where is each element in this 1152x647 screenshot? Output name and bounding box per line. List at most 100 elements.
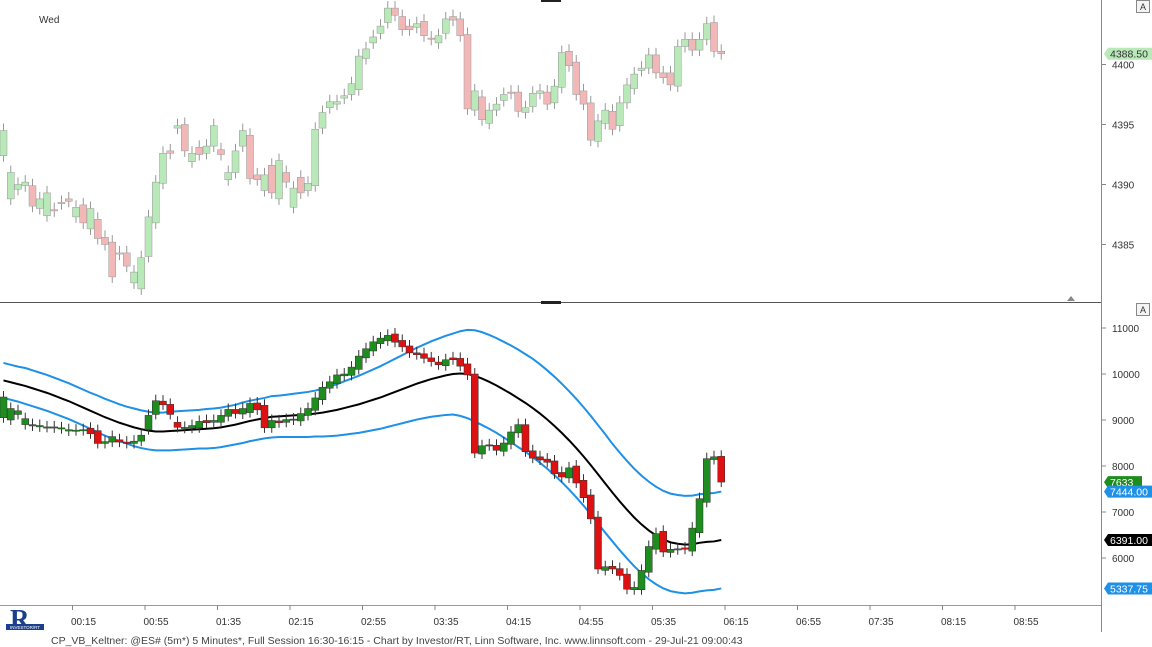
- lower-candle: [623, 568, 631, 595]
- lower-candle-body: [7, 408, 15, 421]
- scroll-indicator-icon[interactable]: [1067, 296, 1075, 301]
- lower-candle-body: [471, 373, 479, 454]
- lower-candle-body: [246, 403, 254, 413]
- lower-candle-body: [608, 566, 617, 570]
- lower-candle-body: [587, 494, 595, 520]
- lower-candle-body: [101, 441, 109, 444]
- lower-candle: [130, 435, 138, 449]
- upper-candle-body: [572, 61, 580, 95]
- upper-pane: [0, 0, 1101, 302]
- upper-candle-body: [195, 147, 203, 155]
- lower-candle-body: [108, 436, 116, 443]
- upper-candle: [282, 165, 290, 189]
- upper-candle: [21, 175, 29, 192]
- upper-candle: [159, 146, 167, 190]
- upper-candle-body: [101, 237, 109, 245]
- upper-candle-body: [362, 48, 370, 59]
- upper-candle: [202, 139, 211, 160]
- upper-band-tag-text: 7444.00: [1110, 487, 1148, 499]
- lower-y-tick-label: 6000: [1112, 554, 1135, 565]
- upper-candle: [101, 230, 109, 251]
- upper-candle-body: [181, 124, 189, 152]
- lower-candle: [456, 352, 464, 372]
- upper-candle-body: [471, 90, 479, 111]
- lower-candle-body: [311, 397, 319, 411]
- upper-candle-body: [536, 90, 544, 94]
- lower-candle-body: [268, 420, 276, 429]
- upper-candle-body: [594, 120, 602, 142]
- lower-candle: [173, 416, 182, 433]
- lower-candle-body: [275, 420, 283, 424]
- upper-candle-body: [152, 181, 160, 224]
- upper-candle-body: [94, 219, 102, 239]
- pane-resize-handle-mid[interactable]: [541, 301, 561, 304]
- lower-candle-body: [659, 531, 667, 553]
- lower-candle-body: [550, 460, 559, 475]
- upper-candle: [420, 14, 428, 42]
- upper-candle-body: [449, 16, 457, 21]
- lower-candle: [442, 353, 450, 371]
- lower-candle-body: [514, 424, 522, 434]
- upper-candle-body: [166, 150, 174, 154]
- upper-candle-body: [21, 181, 29, 186]
- upper-candle: [717, 44, 725, 60]
- lower-candle-body: [0, 396, 8, 418]
- upper-candle-body: [543, 91, 551, 105]
- lower-y-tick-label: 11000: [1112, 324, 1140, 335]
- upper-candle-body: [231, 150, 240, 173]
- lower-candle: [688, 522, 696, 557]
- upper-candle: [152, 175, 160, 229]
- lower-candle-body: [427, 357, 435, 362]
- upper-candle: [14, 177, 22, 196]
- lower-candle: [297, 407, 305, 426]
- upper-candle-body: [159, 153, 167, 184]
- lower-candle-body: [79, 429, 87, 432]
- lower-candle-body: [420, 353, 428, 359]
- upper-autoscale-label: A: [1140, 2, 1146, 12]
- upper-candle-body: [7, 172, 15, 200]
- lower-candle-body: [376, 337, 385, 344]
- x-tick-label: 08:55: [1013, 617, 1038, 628]
- upper-price-axis: 4385 4390 4395 4400: [1101, 61, 1135, 252]
- upper-candle: [478, 89, 486, 126]
- lower-candle-body: [478, 445, 486, 455]
- upper-candle-body: [28, 185, 37, 207]
- upper-candle: [572, 55, 580, 101]
- lower-candle-body: [492, 445, 501, 451]
- upper-autoscale-button[interactable]: A: [1136, 0, 1150, 13]
- upper-candle: [144, 209, 153, 263]
- upper-candle: [246, 128, 254, 185]
- lower-y-tick-label: 10000: [1112, 370, 1140, 381]
- upper-candle-body: [645, 54, 653, 69]
- lower-candle-body: [521, 424, 530, 452]
- pane-resize-handle-top[interactable]: [541, 0, 561, 2]
- upper-candle: [65, 191, 73, 208]
- upper-candle-body: [434, 35, 443, 44]
- lower-candle-body: [695, 498, 704, 533]
- lower-candle-body: [14, 410, 22, 415]
- lower-candle-body: [333, 374, 341, 384]
- lower-autoscale-button[interactable]: A: [1136, 303, 1150, 316]
- lower-candle-body: [347, 366, 356, 376]
- lower-candle-body: [86, 428, 95, 435]
- upper-candle-body: [304, 183, 312, 191]
- x-tick-label: 08:15: [941, 617, 966, 628]
- lower-candle-body: [688, 527, 696, 552]
- lower-candle-body: [239, 408, 247, 415]
- upper-candle: [485, 103, 493, 130]
- lower-candle-body: [137, 434, 145, 442]
- lower-candle-body: [601, 566, 609, 571]
- upper-candle: [579, 83, 588, 111]
- upper-candle: [369, 29, 377, 49]
- lower-candle-body: [217, 415, 225, 423]
- lower-candle-body: [485, 444, 493, 447]
- lower-candle: [94, 424, 102, 449]
- lower-candle: [637, 564, 646, 595]
- upper-candle: [326, 94, 334, 114]
- upper-candle-body: [50, 209, 58, 212]
- lower-candle: [529, 444, 537, 464]
- lower-candle-body: [231, 409, 240, 414]
- upper-candle-body: [268, 165, 276, 194]
- midline-tag-text: 6391.00: [1110, 535, 1148, 547]
